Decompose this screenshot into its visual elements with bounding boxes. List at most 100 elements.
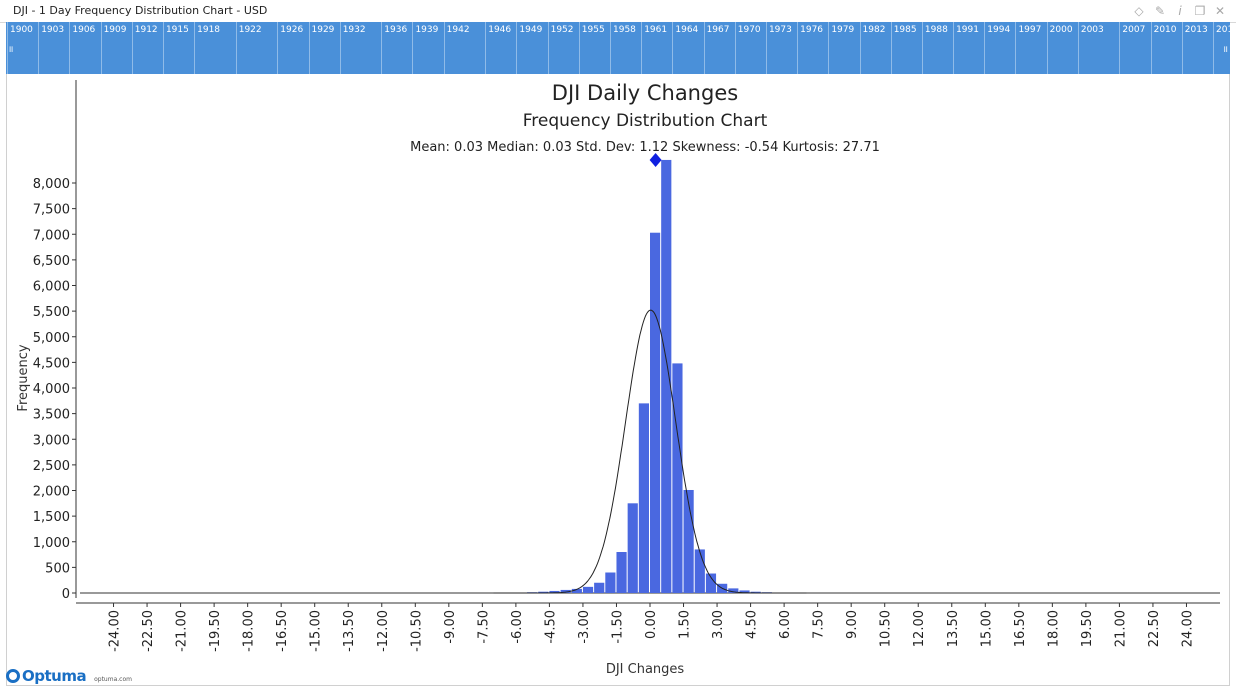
timeline-year: 1958 [613, 25, 636, 35]
histogram-bar [594, 582, 605, 593]
timeline-tick [890, 22, 892, 74]
timeline-year: 1973 [768, 25, 792, 35]
histogram-bar [538, 591, 549, 593]
x-tick-label: -24.00 [108, 610, 123, 652]
histogram-bar [616, 552, 627, 593]
timeline-tick [1015, 22, 1017, 74]
x-tick-label: -16.50 [275, 610, 290, 652]
timeline-tick [734, 22, 736, 74]
timeline-tick [765, 22, 767, 74]
y-tick-label: 1,000 [33, 536, 70, 551]
x-tick-label: 21.00 [1113, 610, 1128, 647]
timeline-tick [308, 22, 310, 74]
logo-text: Optuma [22, 667, 87, 685]
logo-url: optuma.com [94, 675, 132, 683]
histogram-bar [694, 549, 705, 593]
y-tick-label: 6,000 [33, 280, 70, 295]
histogram-bar [750, 591, 761, 593]
x-tick-label: -3.00 [577, 610, 592, 644]
timeline-year: 1964 [675, 25, 699, 35]
x-tick-label: 22.50 [1147, 610, 1162, 647]
histogram-bar [650, 232, 661, 593]
x-tick-label: 19.50 [1080, 610, 1095, 647]
y-tick-label: 4,500 [33, 356, 70, 371]
timeline-tick [516, 22, 518, 74]
date-range-timeline[interactable]: ॥ ॥ 1900 1903 1906 1909 1912 1915 1918 1922 1926… [6, 22, 1230, 74]
timeline-year: 1922 [238, 25, 262, 35]
y-tick-label: 5,500 [33, 305, 70, 320]
x-tick-label: 0.00 [644, 610, 659, 639]
timeline-tick [38, 22, 40, 74]
y-tick-label: 3,000 [33, 433, 70, 448]
x-tick-label: 13.50 [946, 610, 961, 647]
timeline-right-handle[interactable]: ॥ [1222, 45, 1228, 55]
timeline-year: 1961 [644, 25, 668, 35]
x-axis-label: DJI Changes [606, 662, 685, 677]
window-title: DJI - 1 Day Frequency Distribution Chart… [13, 4, 268, 17]
info-icon[interactable]: i [1178, 4, 1182, 18]
timeline-tick [547, 22, 549, 74]
timeline-tick [984, 22, 986, 74]
timeline-year: 1955 [581, 25, 605, 35]
timeline-year: 1985 [893, 25, 917, 35]
timeline-year: 2016 [1216, 25, 1230, 35]
timeline-tick [100, 22, 102, 74]
y-tick-label: 0 [62, 587, 70, 602]
timeline-tick [339, 22, 341, 74]
timeline-tick [672, 22, 674, 74]
timeline-year: 2003 [1080, 25, 1104, 35]
x-tick-label: -7.50 [476, 610, 491, 644]
timeline-year: 1991 [956, 25, 979, 35]
histogram-bar [661, 159, 672, 593]
timeline-year: 1939 [415, 25, 439, 35]
x-tick-label: 18.00 [1046, 610, 1061, 647]
diamond-icon[interactable]: ◇ [1134, 4, 1144, 18]
close-icon[interactable]: ✕ [1214, 4, 1226, 18]
timeline-year: 2010 [1153, 25, 1177, 35]
timeline-tick [1213, 22, 1214, 74]
timeline-year: 1942 [446, 25, 470, 35]
timeline-tick [69, 22, 71, 74]
x-tick-label: -12.00 [376, 610, 391, 652]
timeline-tick [381, 22, 383, 74]
y-axis-label: Frequency [16, 344, 31, 411]
timeline-left-handle[interactable]: ॥ [8, 45, 14, 55]
chart-subtitle: Frequency Distribution Chart [523, 111, 768, 131]
timeline-year: 1976 [800, 25, 824, 35]
x-tick-label: 15.00 [979, 610, 994, 647]
timeline-tick [797, 22, 799, 74]
timeline-year: 1926 [280, 25, 304, 35]
x-tick-label: -4.50 [543, 610, 558, 644]
restore-icon[interactable]: ❐ [1194, 4, 1206, 18]
timeline-tick [953, 22, 955, 74]
timeline-year: 1982 [862, 25, 886, 35]
timeline-tick [1046, 22, 1048, 74]
timeline-year: 1979 [831, 25, 855, 35]
timeline-tick [610, 22, 611, 74]
x-tick-label: 9.00 [845, 610, 860, 639]
y-tick-label: 2,000 [33, 485, 70, 500]
timeline-year: 1932 [342, 25, 366, 35]
x-tick-label: -19.50 [208, 610, 223, 652]
timeline-tick [641, 22, 643, 74]
timeline-year: 2000 [1049, 25, 1073, 35]
timeline-tick [828, 22, 830, 74]
histogram-bar [560, 589, 571, 593]
normal-distribution-curve [493, 309, 807, 594]
x-tick-label: -21.00 [175, 610, 190, 652]
chart-frame [6, 74, 1230, 686]
pin-icon[interactable]: ✎ [1154, 4, 1166, 18]
timeline-year: 1988 [924, 25, 948, 35]
y-tick-label: 5,000 [33, 331, 70, 346]
y-tick-label: 3,500 [33, 408, 70, 423]
x-tick-label: -15.00 [309, 610, 324, 652]
timeline-tick [7, 22, 8, 74]
timeline-year: 1900 [10, 25, 33, 35]
timeline-year: 1946 [488, 25, 512, 35]
timeline-year: 2013 [1184, 25, 1208, 35]
x-tick-label: 4.50 [745, 610, 760, 639]
timeline-tick [235, 22, 237, 74]
timeline-tick [194, 22, 196, 74]
timeline-year: 1967 [706, 25, 730, 35]
y-tick-label: 2,500 [33, 459, 70, 474]
